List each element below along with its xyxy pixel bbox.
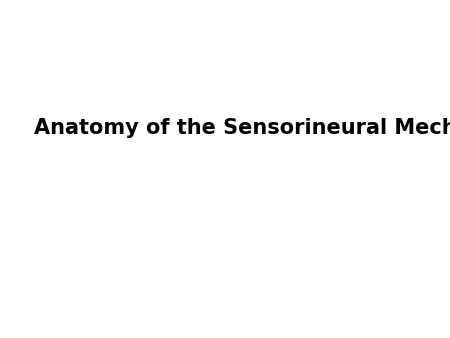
Text: Anatomy of the Sensorineural Mechanism: Anatomy of the Sensorineural Mechanism: [34, 118, 450, 139]
